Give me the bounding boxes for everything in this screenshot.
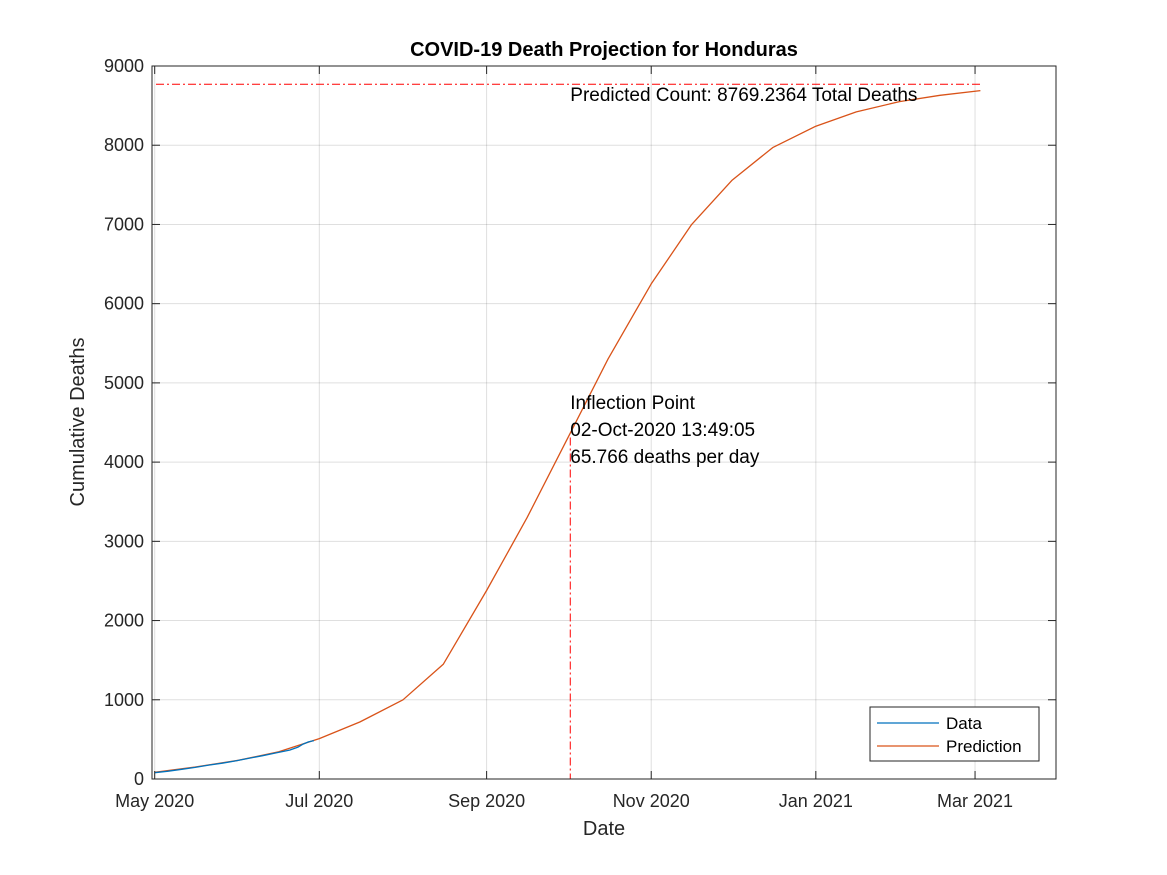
annotation-inflection-title: Inflection Point [570, 393, 695, 414]
x-tick-label: Mar 2021 [937, 791, 1013, 811]
y-tick-label: 8000 [104, 135, 144, 155]
series-layer [154, 89, 981, 774]
ticks: 0 1000 2000 3000 4000 5000 6000 7000 8000 9000 May… [104, 56, 1056, 811]
x-axis-label: Date [583, 818, 625, 840]
grid [152, 65, 1056, 780]
series-line-prediction [154, 89, 981, 773]
y-tick-label: 6000 [104, 294, 144, 314]
y-axis-label: Cumulative Deaths [67, 338, 89, 507]
annotation-predicted-count: Predicted Count: 8769.2364 Total Deaths [570, 85, 917, 106]
y-tick-label: 0 [134, 769, 144, 789]
x-tick-label: Jan 2021 [779, 791, 853, 811]
legend-box [869, 706, 1040, 762]
y-tick-label: 3000 [104, 531, 144, 551]
y-tick-label: 2000 [104, 611, 144, 631]
y-tick-label: 4000 [104, 452, 144, 472]
plot-area [152, 66, 1056, 779]
annotation-inflection-rate: 65.766 deaths per day [570, 447, 760, 468]
chart-title: COVID-19 Death Projection for Honduras [410, 39, 798, 61]
x-tick-label: Jul 2020 [285, 791, 353, 811]
annotation-inflection-date: 02-Oct-2020 13:49:05 [570, 420, 755, 441]
y-tick-label: 1000 [104, 690, 144, 710]
legend-label-prediction: Prediction [946, 737, 1022, 756]
reference-lines [156, 83, 981, 779]
series-line-data [154, 739, 315, 774]
legend: Data Prediction [869, 706, 1040, 762]
y-tick-label: 7000 [104, 214, 144, 234]
y-tick-label: 5000 [104, 373, 144, 393]
axes-box [151, 65, 1057, 780]
annotations: Predicted Count: 8769.2364 Total Deaths I… [570, 85, 917, 468]
x-tick-label: Sep 2020 [448, 791, 525, 811]
legend-label-data: Data [946, 714, 982, 733]
y-tick-label: 9000 [104, 56, 144, 76]
x-tick-label: Nov 2020 [613, 791, 690, 811]
x-tick-label: May 2020 [115, 791, 194, 811]
